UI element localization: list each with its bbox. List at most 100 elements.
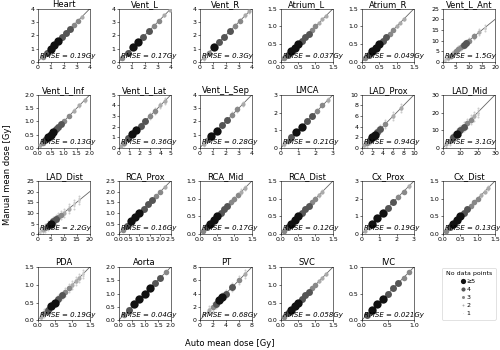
Point (370, 132, 378, 138)
Point (322, 271, 330, 276)
Point (287, 48, 295, 54)
Point (396, 20, 404, 25)
Point (374, 301, 382, 307)
Point (404, 270, 412, 275)
Point (477, 191, 485, 196)
Point (318, 189, 326, 194)
Point (58, 35, 66, 40)
Point (457, 42, 465, 47)
Point (220, 208, 228, 213)
Point (60, 206, 68, 211)
Point (57, 121, 65, 127)
Point (301, 208, 309, 213)
Point (146, 113, 154, 119)
Point (231, 22, 239, 27)
Point (128, 131, 136, 137)
Point (127, 219, 135, 224)
Point (378, 296, 386, 302)
Point (152, 193, 160, 199)
Point (318, 276, 326, 281)
Point (389, 199, 397, 204)
Point (238, 102, 246, 107)
Point (76, 193, 84, 199)
Point (38, 139, 46, 144)
Point (308, 286, 316, 291)
Point (452, 218, 460, 224)
Point (36, 229, 44, 235)
Point (220, 206, 228, 212)
Point (160, 102, 168, 107)
Point (361, 56, 369, 61)
Point (234, 193, 242, 198)
Point (160, 13, 168, 18)
Point (394, 196, 402, 201)
Point (363, 312, 371, 318)
Point (396, 20, 404, 26)
Point (287, 133, 295, 138)
Point (156, 188, 164, 194)
Point (452, 127, 460, 132)
Point (368, 220, 376, 225)
Point (476, 27, 484, 32)
Point (222, 295, 230, 300)
Point (304, 31, 312, 36)
Point (202, 223, 210, 229)
Point (136, 296, 143, 302)
Point (378, 210, 386, 216)
Point (200, 139, 207, 145)
Point (298, 126, 306, 132)
Point (125, 307, 133, 312)
Point (44, 221, 52, 226)
Point (150, 23, 158, 29)
Point (290, 303, 298, 309)
Point (160, 98, 168, 104)
Point (308, 27, 316, 33)
Point (284, 138, 292, 144)
Point (220, 34, 228, 40)
Point (476, 29, 484, 35)
Point (404, 270, 412, 275)
Point (54, 125, 62, 131)
Point (136, 123, 144, 128)
Point (301, 206, 309, 212)
Point (378, 209, 386, 214)
Point (136, 126, 144, 131)
Point (318, 189, 326, 195)
Point (322, 271, 330, 277)
Point (234, 107, 241, 112)
Point (140, 117, 148, 123)
Point (389, 199, 397, 205)
Point (287, 221, 295, 226)
Point (394, 281, 402, 286)
Point (374, 214, 382, 219)
Point (449, 51, 457, 56)
Point (124, 133, 132, 138)
Point (166, 7, 173, 13)
Point (208, 304, 216, 310)
Point (308, 27, 316, 32)
Point (52, 216, 60, 222)
Point (212, 305, 220, 310)
Point (368, 222, 376, 228)
Point (463, 120, 471, 126)
Point (287, 49, 295, 54)
Point (208, 133, 216, 139)
Point (389, 27, 397, 32)
Point (470, 118, 478, 123)
Point (206, 222, 214, 228)
Point (68, 282, 76, 288)
Point (74, 18, 82, 23)
Point (382, 34, 390, 40)
Point (54, 123, 62, 129)
Point (298, 124, 306, 130)
Point (294, 212, 302, 218)
Point (160, 12, 168, 18)
Point (218, 294, 226, 300)
Point (457, 47, 465, 52)
Point (322, 13, 330, 19)
Point (378, 210, 386, 216)
Point (208, 133, 216, 139)
Point (37, 310, 45, 316)
Point (322, 13, 330, 19)
Point (284, 224, 292, 229)
